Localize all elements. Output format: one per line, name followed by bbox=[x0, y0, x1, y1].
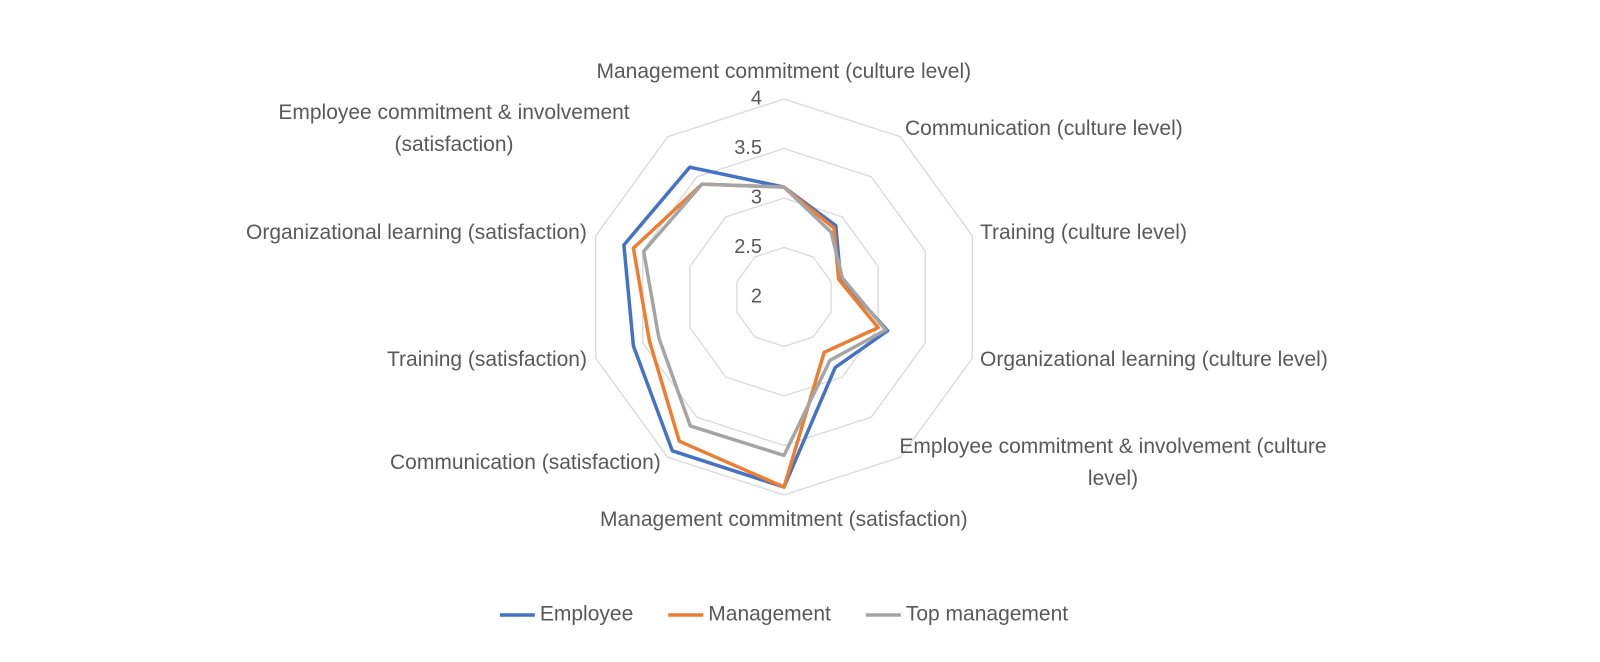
r-tick-label: 4 bbox=[751, 87, 762, 109]
category-label: Employee commitment & involvement (cultu… bbox=[899, 435, 1327, 490]
r-tick-label: 3.5 bbox=[734, 137, 762, 159]
category-label: Communication (culture level) bbox=[905, 117, 1183, 140]
grid-ring bbox=[595, 98, 973, 496]
grid-ring bbox=[736, 246, 832, 348]
series-line bbox=[641, 182, 888, 458]
category-label: Employee commitment & involvement (satis… bbox=[278, 101, 630, 156]
legend: Employee Management Top management bbox=[499, 603, 1068, 626]
legend-label: Employee bbox=[540, 603, 633, 626]
legend-label: Top management bbox=[906, 603, 1068, 626]
r-tick-label: 3 bbox=[751, 186, 762, 208]
grid-ring bbox=[689, 197, 879, 397]
category-label: Training (satisfaction) bbox=[387, 348, 587, 371]
category-label: Management commitment (culture level) bbox=[596, 60, 972, 83]
category-label: Communication (satisfaction) bbox=[390, 451, 661, 474]
category-label: Organizational learning (culture level) bbox=[980, 348, 1328, 371]
legend-label: Management bbox=[708, 603, 831, 626]
category-label: Training (culture level) bbox=[980, 221, 1187, 244]
series-line bbox=[622, 165, 890, 489]
category-label: Organizational learning (satisfaction) bbox=[246, 221, 587, 244]
r-tick-label: 2.5 bbox=[734, 236, 762, 258]
category-label: Management commitment (satisfaction) bbox=[600, 508, 968, 531]
r-tick-label: 2 bbox=[751, 285, 762, 307]
grid-ring bbox=[642, 147, 926, 447]
